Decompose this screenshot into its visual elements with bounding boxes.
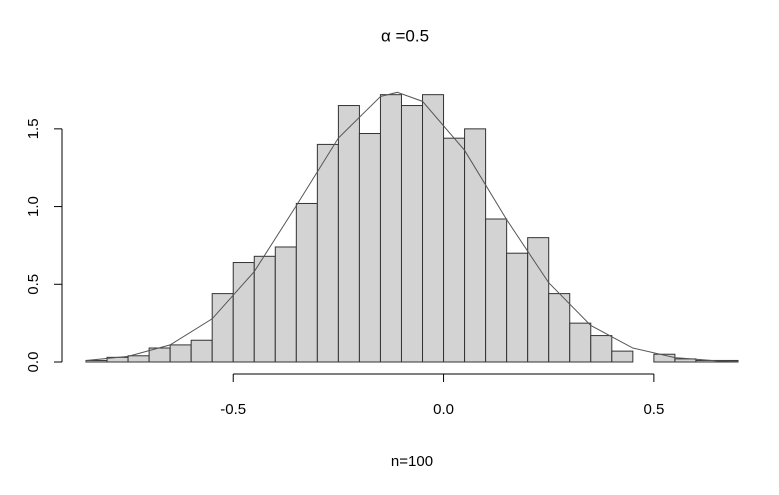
y-tick-label: 0.0 bbox=[25, 352, 42, 373]
bar bbox=[590, 335, 613, 363]
bar bbox=[443, 137, 466, 363]
bar bbox=[253, 255, 276, 363]
bar bbox=[611, 350, 634, 363]
bar bbox=[358, 133, 381, 363]
bar bbox=[337, 105, 360, 363]
bar bbox=[211, 293, 234, 363]
density-curve bbox=[85, 91, 739, 362]
y-tick-label: 1.0 bbox=[25, 196, 42, 217]
x-axis-label: n=100 bbox=[391, 453, 433, 470]
bar bbox=[316, 143, 339, 363]
bar bbox=[464, 128, 487, 363]
bar bbox=[422, 94, 445, 363]
x-tick-label: 0.5 bbox=[643, 401, 664, 418]
y-tick-label: 0.5 bbox=[25, 274, 42, 295]
bar bbox=[232, 262, 255, 363]
bar bbox=[379, 94, 402, 363]
bar bbox=[274, 246, 297, 363]
bar bbox=[548, 293, 571, 363]
chart-title: α =0.5 bbox=[381, 26, 429, 45]
bar bbox=[485, 218, 508, 363]
bar bbox=[169, 344, 192, 363]
bar bbox=[85, 359, 108, 363]
x-tick-label: -0.5 bbox=[220, 401, 246, 418]
x-tick-label: 0.0 bbox=[433, 401, 454, 418]
bar bbox=[190, 339, 213, 363]
bar bbox=[506, 252, 529, 363]
bar bbox=[400, 105, 424, 363]
bar bbox=[295, 202, 318, 363]
bar bbox=[569, 322, 592, 363]
y-tick-label: 1.5 bbox=[25, 118, 42, 139]
bar bbox=[127, 355, 150, 363]
